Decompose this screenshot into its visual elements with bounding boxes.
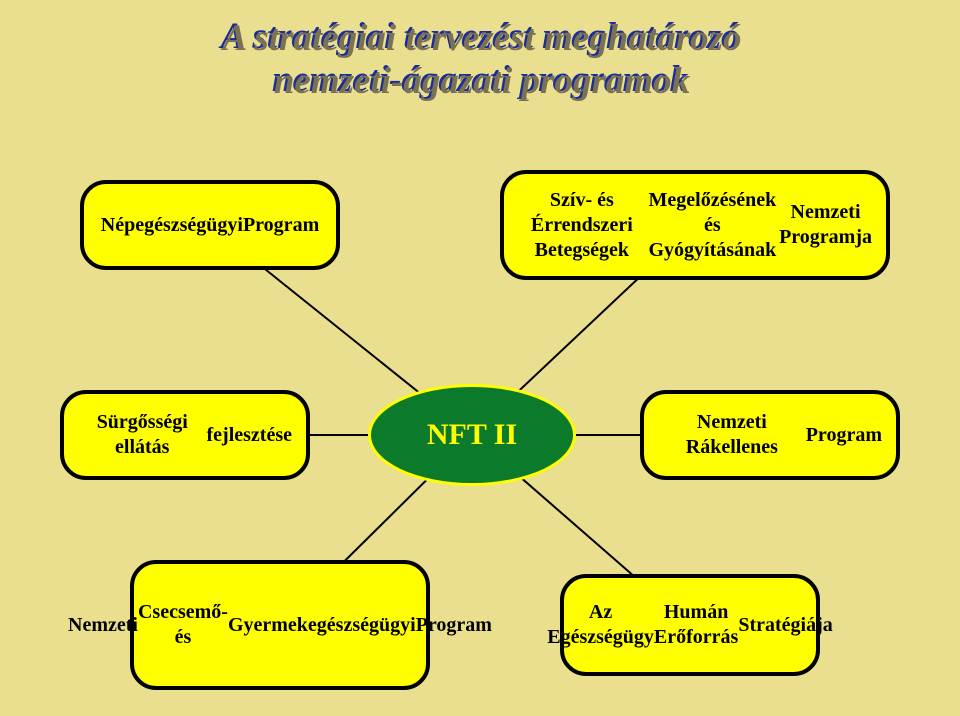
node-anti-cancer-program: Nemzeti RákellenesProgram — [640, 390, 900, 480]
title-shadow: A stratégiai tervezést meghatározó nemze… — [2, 18, 960, 103]
node-cardiovascular-program: Szív- és Érrendszeri BetegségekMegelőzés… — [500, 170, 890, 280]
node-human-resource-strategy: Az EgészségügyHumán ErőforrásStratégiája — [560, 574, 820, 676]
slide: A stratégiai tervezést meghatározó nemze… — [0, 0, 960, 716]
node-infant-child-health: NemzetiCsecsemő- ésGyermekegészségügyiPr… — [130, 560, 430, 690]
center-node-nft-ii: NFT II — [368, 384, 576, 486]
node-emergency-care: Sürgősségi ellátásfejlesztése — [60, 390, 310, 480]
center-node-label: NFT II — [427, 418, 517, 452]
node-public-health-program: NépegészségügyiProgram — [80, 180, 340, 270]
slide-title: A stratégiai tervezést meghatározó nemze… — [0, 16, 960, 101]
